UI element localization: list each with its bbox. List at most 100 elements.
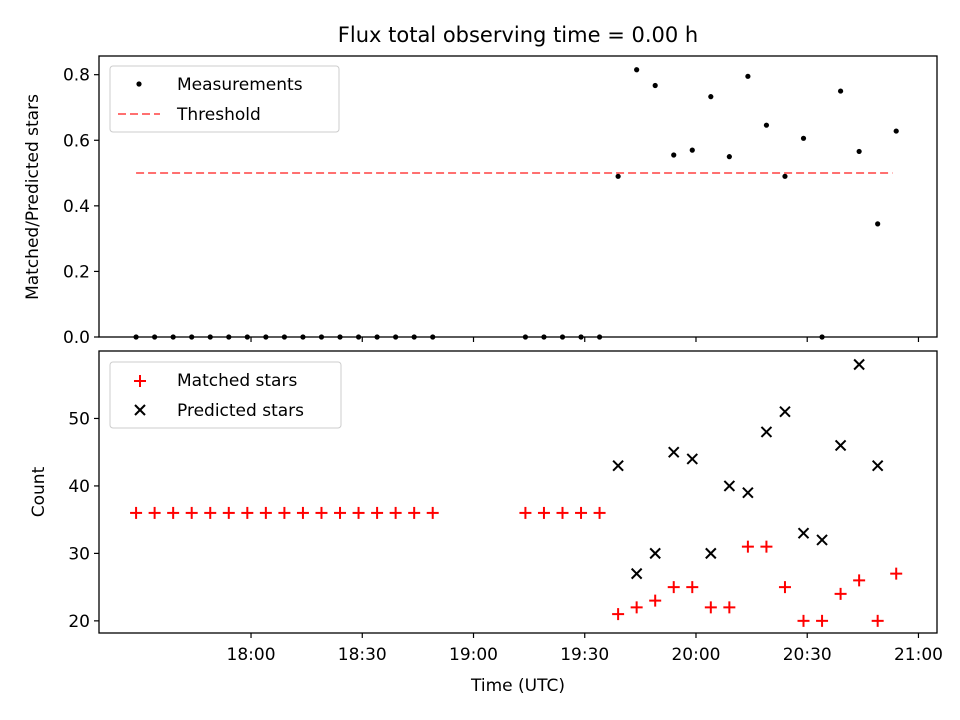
measurement-point	[800, 135, 807, 141]
measurement-point	[355, 334, 362, 340]
matched-star-point	[575, 506, 588, 519]
matched-star-point	[556, 506, 569, 519]
matched-star-point	[241, 506, 254, 519]
matched-star-point	[760, 540, 773, 553]
matched-star-point	[723, 601, 736, 614]
legend-measurements-label: Measurements	[177, 75, 303, 95]
measurement-point	[875, 221, 881, 227]
matched-star-point	[315, 506, 328, 519]
top-y-tick-label: 0.4	[63, 197, 90, 217]
measurement-point	[337, 334, 343, 340]
measurement-point	[207, 334, 213, 340]
measurement-point	[281, 334, 287, 340]
matched-star-point	[371, 506, 384, 519]
measurement-point	[541, 334, 547, 340]
predicted-star-point	[816, 534, 828, 546]
measurement-point	[634, 67, 640, 73]
x-tick-label: 18:30	[338, 645, 387, 665]
measurement-point	[559, 334, 566, 340]
measurement-point	[226, 334, 232, 340]
matched-star-point	[816, 614, 829, 627]
top-y-tick-label: 0.8	[63, 66, 90, 86]
predicted-star-point	[834, 439, 847, 452]
predicted-star-b	[853, 358, 865, 371]
top-legend: Measurements Threshold	[109, 65, 340, 133]
predicted-star-b	[705, 547, 717, 560]
matched-star-point	[834, 587, 847, 600]
top-panel-frame	[98, 55, 938, 338]
x-tick-label: 19:00	[449, 645, 498, 665]
measurement-point	[652, 82, 658, 89]
matched-star-point	[649, 594, 662, 607]
measurement-point	[393, 334, 399, 340]
predicted-star-point	[612, 459, 624, 472]
predicted-star-point	[630, 567, 643, 580]
predicted-star-point	[705, 547, 717, 560]
matched-star-point	[334, 506, 347, 519]
x-tick-label: 18:00	[227, 645, 276, 665]
predicted-star-b	[612, 459, 624, 472]
bottom-axis-ticks: 20 30 40 50 18:00 18:30 19:00 19:30 20:00 20:30 21…	[68, 409, 943, 665]
top-y-axis-label: Matched/Predicted stars	[23, 94, 43, 300]
legend-threshold-label: Threshold	[176, 105, 261, 125]
legend-matched-label: Matched stars	[177, 371, 297, 391]
matched-star-point	[278, 506, 291, 519]
top-legend-box	[109, 65, 340, 133]
measurement-point	[578, 334, 584, 340]
predicted-star-b	[797, 527, 810, 539]
matched-star-point	[593, 506, 606, 519]
x-tick-label: 21:00	[894, 645, 943, 665]
matched-star-point	[167, 506, 180, 519]
legend-predicted-label: Predicted stars	[177, 401, 304, 421]
predicted-star-b	[668, 446, 680, 458]
bottom-y-tick-label: 50	[68, 409, 90, 429]
measurement-point	[837, 88, 844, 94]
predicted-star-point	[686, 453, 698, 465]
measurement-point	[133, 334, 139, 340]
measurement-point	[893, 128, 899, 134]
measurement-point	[522, 334, 529, 340]
predicted-star-b	[630, 567, 643, 580]
predicted-star-point	[742, 486, 754, 499]
predicted-star-b	[779, 406, 791, 418]
measurement-point	[430, 334, 436, 340]
measurement-point	[671, 152, 677, 158]
predicted-star-b	[816, 534, 828, 546]
x-tick-label: 20:00	[671, 645, 720, 665]
matched-star-point	[130, 506, 143, 519]
matched-star-point	[890, 567, 903, 580]
bottom-y-tick-label: 30	[68, 544, 90, 564]
measurement-point	[170, 334, 176, 340]
predicted-star-point	[779, 406, 791, 418]
predicted-star-point	[853, 358, 865, 371]
matched-star-point	[148, 506, 161, 519]
matched-star-point	[612, 608, 625, 621]
measurement-point	[763, 122, 770, 128]
bottom-y-tick-label: 20	[68, 612, 90, 632]
x-tick-label: 20:30	[783, 645, 832, 665]
top-y-tick-label: 0.2	[63, 262, 90, 282]
predicted-star-point	[649, 547, 661, 560]
measurement-point	[708, 94, 714, 100]
measurement-point	[745, 73, 751, 79]
measurement-point	[300, 334, 306, 340]
predicted-star-point	[723, 480, 736, 492]
bottom-y-axis-label: Count	[29, 466, 49, 517]
predicted-star-point	[760, 426, 773, 438]
matched-star-point	[797, 614, 810, 627]
measurement-point	[411, 334, 417, 340]
legend-matched-marker	[134, 375, 146, 387]
top-panel-marks	[133, 67, 899, 340]
matched-star-point	[426, 506, 439, 519]
predicted-star-b	[760, 426, 773, 438]
bottom-y-tick-label: 40	[68, 477, 90, 497]
legend-measurements-marker	[136, 81, 142, 87]
top-y-tick-label: 0.0	[63, 328, 90, 348]
matched-star-point	[630, 601, 643, 614]
predicted-star-point	[668, 446, 680, 458]
matched-star-point	[778, 581, 791, 594]
measurement-point	[244, 334, 250, 340]
matched-star-point	[871, 614, 884, 627]
matched-star-point	[204, 506, 217, 519]
